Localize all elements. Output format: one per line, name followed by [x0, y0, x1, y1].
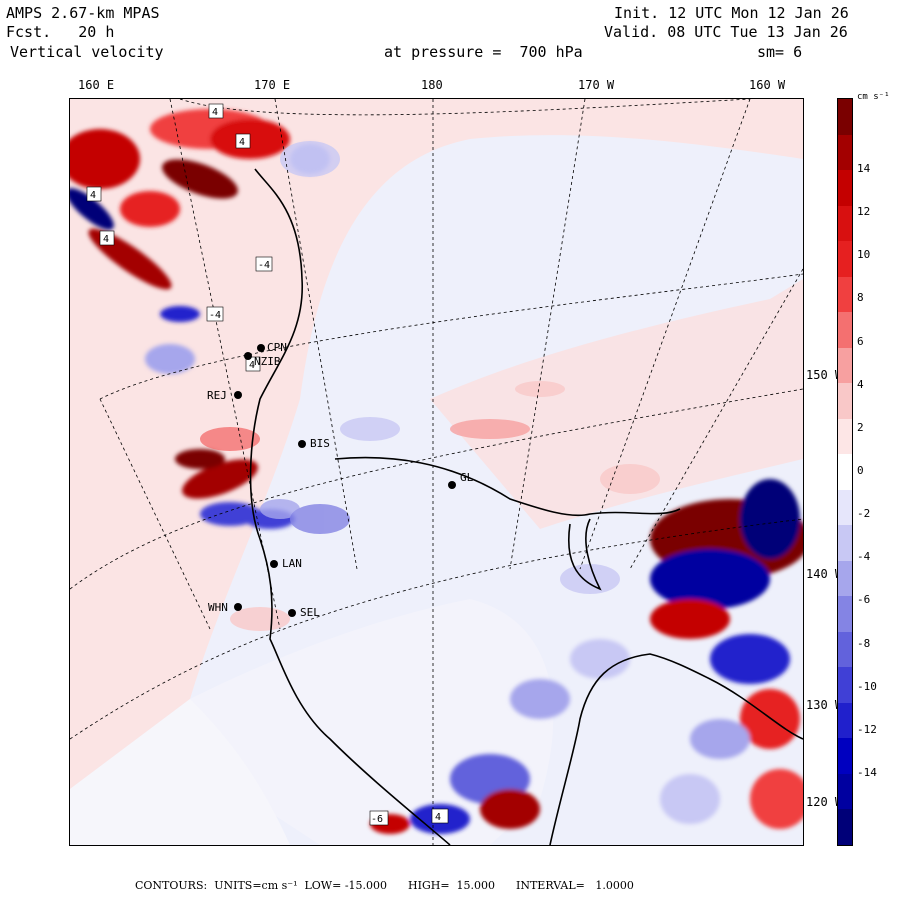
convective-cluster-south [370, 639, 630, 834]
lon-tick-170w: 170 W [578, 78, 615, 92]
coastline [249, 168, 803, 845]
colorbar-segment [838, 276, 852, 313]
colorbar-segment [838, 170, 852, 207]
colorbar-segment [838, 347, 852, 384]
station-marker-sel[interactable] [288, 609, 296, 617]
colorbar-label: 8 [857, 291, 864, 305]
contour-label-boxes: 4 4 4 4 -4 -4 -6 4 4 [86, 103, 449, 826]
station-marker-rej[interactable] [234, 391, 242, 399]
model-title: AMPS 2.67-km MPAS [6, 4, 160, 22]
lon-tick-180: 180 [421, 78, 443, 92]
scattered-descent-patches [260, 141, 620, 594]
colorbar-segment [838, 99, 852, 136]
station-marker-cpn[interactable] [257, 344, 265, 352]
colorbar-segment [838, 809, 852, 846]
colorbar-label: -8 [857, 636, 871, 650]
colorbar-label: -14 [857, 765, 877, 779]
init-time: Init. 12 UTC Mon 12 Jan 26 [614, 4, 849, 22]
colorbar-label: 12 [857, 205, 871, 219]
colorbar-label: 6 [857, 334, 864, 348]
colorbar-units: cm s⁻¹ [857, 92, 890, 102]
contour-info: CONTOURS: UNITS=cm s⁻¹ LOW= -15.000 HIGH… [135, 879, 634, 892]
contour-label: -4 [258, 260, 270, 271]
colorbar-segment [838, 312, 852, 349]
colorbar-segment [838, 738, 852, 775]
station-marker-nzib[interactable] [244, 352, 252, 360]
colorbar-label: 10 [857, 248, 871, 262]
station-label-whn: WHN [208, 601, 228, 614]
lon-tick-160e: 160 E [78, 78, 115, 92]
neutral-area [70, 699, 290, 845]
station-label-cpn: CPN [267, 341, 287, 354]
lon-tick-170e: 170 E [254, 78, 291, 92]
field-name: Vertical velocity [10, 43, 164, 61]
colorbar-segment [838, 418, 852, 455]
forecast-hour: Fcst. 20 h [6, 23, 115, 41]
contour-label: -6 [371, 814, 383, 825]
station-label-nzib: NZIB [254, 355, 281, 368]
contour-label: 4 [103, 234, 109, 245]
lon-tick-160w: 160 W [749, 78, 786, 92]
contour-label: 4 [249, 360, 255, 371]
meridians [99, 99, 803, 845]
parallels [70, 99, 803, 740]
station-label-lan: LAN [282, 557, 302, 570]
colorbar-label: -12 [857, 722, 877, 736]
vertical-velocity-map: 4 4 4 4 -4 -4 -6 4 4 [70, 99, 803, 845]
station-label-gl: GL [460, 471, 474, 484]
smoothing-value: sm= 6 [757, 43, 803, 61]
colorbar-segment [838, 205, 852, 242]
scattered-ascent-patches [200, 381, 660, 631]
pressure-level: at pressure = 700 hPa [384, 43, 583, 61]
colorbar-label: 4 [857, 377, 864, 391]
colorbar-label: -2 [857, 507, 871, 521]
contour-label: -4 [209, 310, 221, 321]
contour-label: 4 [212, 107, 218, 118]
station-marker-whn[interactable] [234, 603, 242, 611]
colorbar-label: -10 [857, 679, 877, 693]
weak-ascent-area [70, 99, 803, 789]
map-panel[interactable]: 4 4 4 4 -4 -4 -6 4 4 CPN NZIB REJ BIS GL… [69, 98, 804, 846]
colorbar-segment [838, 631, 852, 668]
station-label-bis: BIS [310, 437, 330, 450]
colorbar-segment [838, 596, 852, 633]
colorbar-segment [838, 560, 852, 597]
weak-ascent-area-east [430, 279, 803, 529]
colorbar-label: 14 [857, 162, 871, 176]
colorbar-label: -4 [857, 550, 871, 564]
colorbar-segment [838, 134, 852, 171]
colorbar-segment [838, 241, 852, 278]
colorbar-segment [838, 525, 852, 562]
colorbar-segment [838, 702, 852, 739]
colorbar-segment [838, 454, 852, 491]
colorbar-segment [838, 667, 852, 704]
colorbar-label: 2 [857, 420, 864, 434]
contour-label: 4 [435, 812, 441, 823]
contour-label: 4 [90, 190, 96, 201]
colorbar-label: -6 [857, 593, 871, 607]
station-marker-gl[interactable] [448, 481, 456, 489]
colorbar-segment [838, 773, 852, 810]
colorbar-label: 0 [857, 464, 864, 477]
colorbar [837, 98, 853, 846]
station-marker-bis[interactable] [298, 440, 306, 448]
station-label-sel: SEL [300, 606, 320, 619]
contour-label: 4 [239, 137, 245, 148]
colorbar-segment [838, 489, 852, 526]
colorbar-segment [838, 383, 852, 420]
valid-time: Valid. 08 UTC Tue 13 Jan 26 [604, 23, 848, 41]
station-label-rej: REJ [207, 389, 227, 402]
convective-cluster-east [650, 479, 803, 829]
station-marker-lan[interactable] [270, 560, 278, 568]
